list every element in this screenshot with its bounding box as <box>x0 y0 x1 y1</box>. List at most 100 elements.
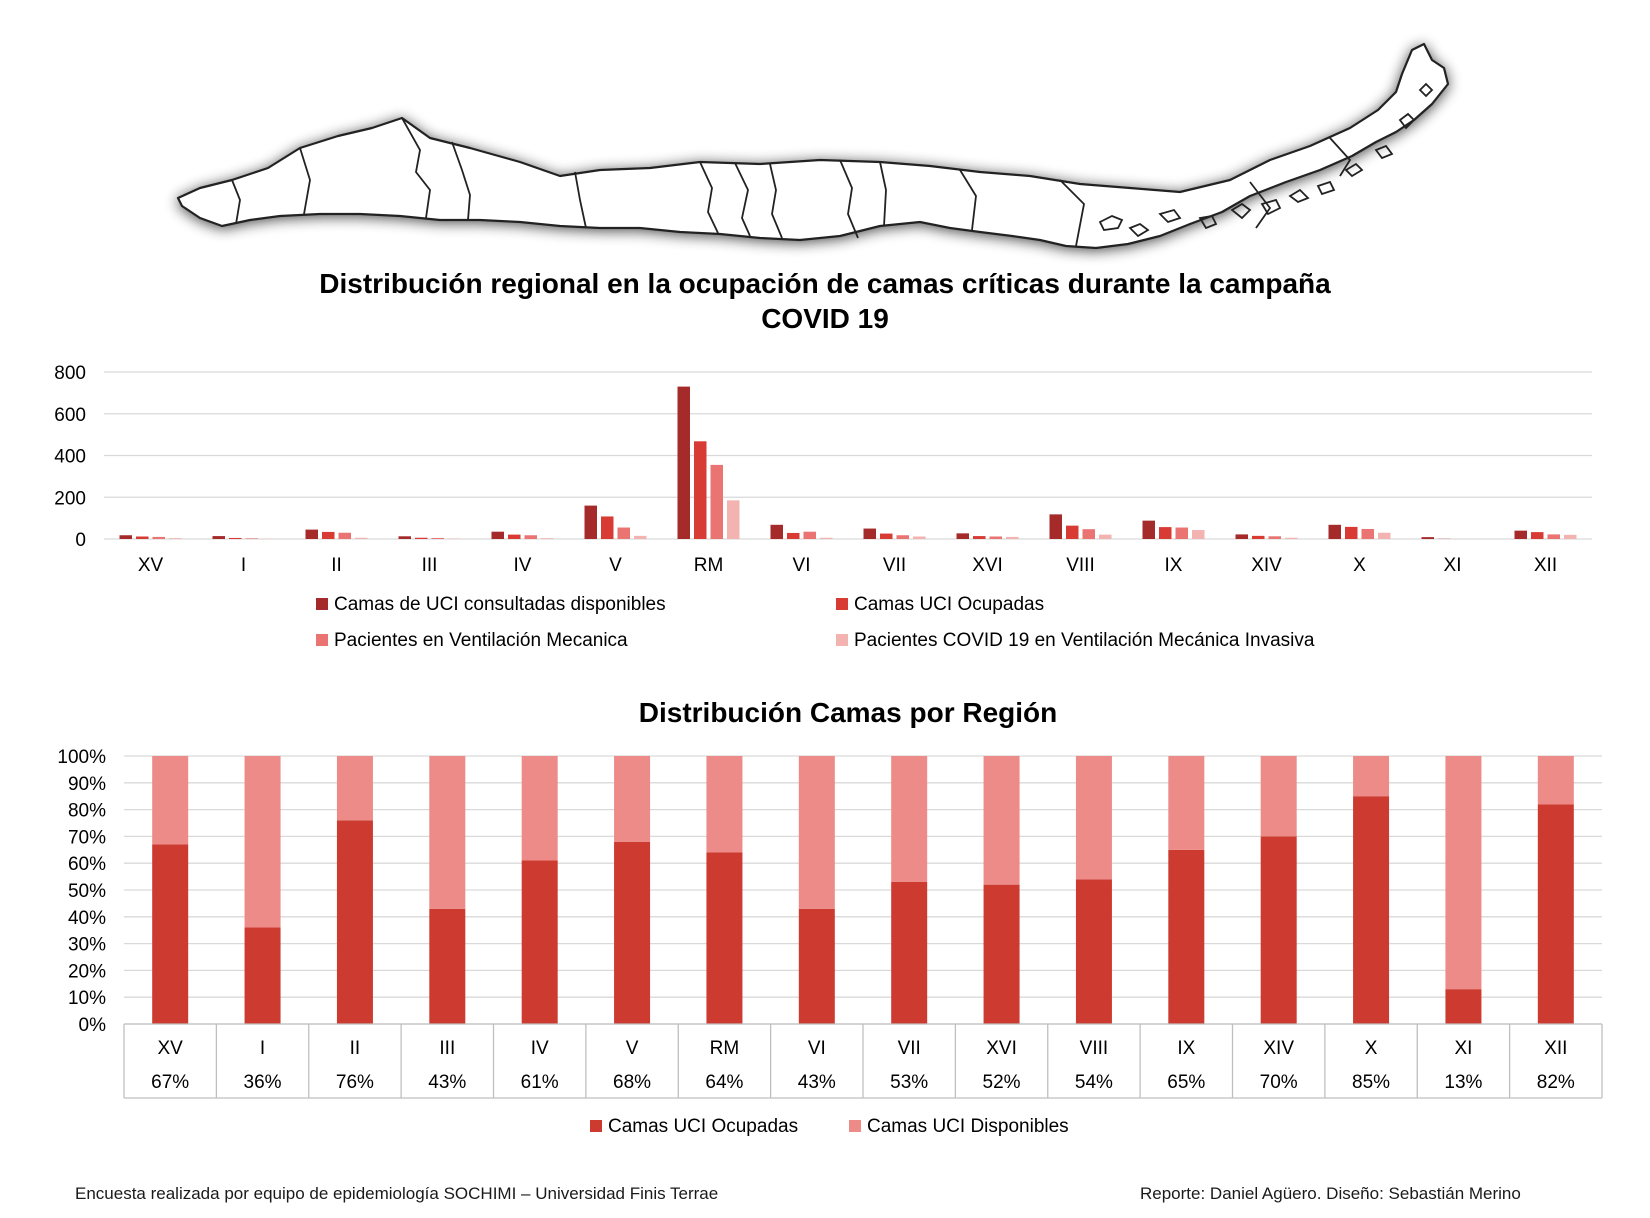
bar-available <box>983 756 1020 885</box>
table-value: 54% <box>1075 1072 1113 1093</box>
bar-available <box>891 756 928 882</box>
legend-label-disponibles: Camas UCI Disponibles <box>867 1116 1069 1137</box>
x-tick-label: IV <box>531 1038 549 1059</box>
bar <box>431 537 444 539</box>
bar <box>1175 527 1188 539</box>
bar-available <box>1537 756 1574 805</box>
region-border <box>1249 181 1272 229</box>
x-tick-label: XI <box>1444 555 1462 576</box>
chart-title-line-1: Distribución regional en la ocupación de… <box>319 268 1331 299</box>
bar <box>803 531 816 539</box>
chart1-x-tick-labels: XV I II III IV V RM VI VII XVI VIII IX XIV X XI XII <box>138 555 1557 576</box>
region-border <box>839 159 859 239</box>
bar <box>913 536 926 539</box>
bar <box>1547 534 1560 539</box>
x-tick-label: III <box>422 555 438 576</box>
bar-occupied <box>1075 879 1112 1024</box>
table-value: 64% <box>705 1072 743 1093</box>
y-tick-label: 0 <box>75 530 86 551</box>
bar <box>1345 526 1358 539</box>
bar <box>212 536 225 539</box>
bar <box>1514 530 1527 539</box>
chile-regions-map <box>176 42 1450 250</box>
bar-available <box>152 756 189 845</box>
x-tick-label: II <box>350 1038 361 1059</box>
bar-available <box>1075 756 1112 880</box>
x-tick-label: VIII <box>1066 555 1095 576</box>
bar <box>322 531 335 539</box>
y-tick-label: 0% <box>79 1015 107 1036</box>
chart2-data-table: XV 67% I 36% II 76% III 43% IV 61% V 68% RM 64% VI 43% V… <box>123 1023 1603 1099</box>
bar <box>1328 524 1341 539</box>
bar-occupied <box>1168 849 1205 1024</box>
legend-label-ocupadas: Camas UCI Ocupadas <box>608 1116 798 1137</box>
bar-occupied <box>336 820 373 1024</box>
bar <box>1531 532 1544 539</box>
chile-outline <box>176 42 1450 250</box>
bar-occupied <box>1537 804 1574 1024</box>
bar-occupied <box>891 881 928 1024</box>
x-tick-label: XII <box>1544 1038 1567 1059</box>
bar <box>524 535 537 539</box>
bar <box>634 535 647 539</box>
bar <box>1066 525 1079 539</box>
footer-source: Encuesta realizada por equipo de epidemi… <box>75 1184 719 1203</box>
bar <box>305 529 318 539</box>
bar <box>491 531 504 539</box>
table-value: 52% <box>983 1072 1021 1093</box>
bar <box>1192 530 1205 539</box>
x-tick-label: VIII <box>1080 1038 1109 1059</box>
y-tick-label: 200 <box>54 488 86 509</box>
bar-available <box>1260 756 1297 837</box>
bar <box>415 537 428 539</box>
chart1-bars <box>119 386 1577 539</box>
bar <box>245 538 258 539</box>
bar-occupied <box>152 844 189 1024</box>
x-tick-label: VII <box>883 555 906 576</box>
bar-available <box>706 756 743 853</box>
grouped-bar-chart: Distribución regional en la ocupación de… <box>54 268 1592 651</box>
bar-available <box>798 756 835 909</box>
bar <box>152 536 165 539</box>
bar <box>169 538 182 539</box>
x-tick-label: IX <box>1177 1038 1195 1059</box>
bar <box>694 441 707 539</box>
x-tick-label: XV <box>138 555 164 576</box>
chart2-y-tick-labels: 0% 10% 20% 30% 40% 50% 60% 70% 80% 90% 100% <box>57 747 106 1036</box>
chart1-legend: Camas de UCI consultadas disponibles Cam… <box>316 594 1315 651</box>
chart-title-line-2: COVID 19 <box>761 303 889 334</box>
bar <box>617 527 630 539</box>
bar <box>1142 520 1155 539</box>
x-tick-label: XII <box>1534 555 1557 576</box>
bar <box>355 537 368 539</box>
bar <box>820 537 833 539</box>
bar <box>1564 534 1577 539</box>
region-border <box>574 171 587 229</box>
table-value: 13% <box>1444 1072 1482 1093</box>
table-value: 61% <box>521 1072 559 1093</box>
bar <box>541 538 554 539</box>
bar-occupied <box>798 908 835 1024</box>
bar <box>677 386 690 539</box>
table-value: 43% <box>428 1072 466 1093</box>
x-tick-label: X <box>1365 1038 1378 1059</box>
x-tick-label: VI <box>808 1038 826 1059</box>
bar <box>1099 534 1112 539</box>
chart2-title: Distribución Camas por Región <box>639 697 1058 728</box>
bar-occupied <box>521 860 558 1024</box>
bar-available <box>336 756 373 821</box>
bar-occupied <box>983 884 1020 1024</box>
legend-swatch-ventilacion <box>316 634 328 646</box>
bar <box>727 500 740 539</box>
table-value: 65% <box>1167 1072 1205 1093</box>
bar <box>398 536 411 539</box>
y-tick-label: 20% <box>68 961 106 982</box>
legend-swatch-disponibles <box>849 1120 861 1132</box>
legend-swatch-covid-ventilacion <box>836 634 848 646</box>
bar <box>1421 537 1434 539</box>
bar <box>584 505 597 539</box>
legend-label-uci-consultadas: Camas de UCI consultadas disponibles <box>334 594 666 615</box>
bar <box>1361 528 1374 539</box>
bar-available <box>244 756 281 928</box>
table-value: 67% <box>151 1072 189 1093</box>
